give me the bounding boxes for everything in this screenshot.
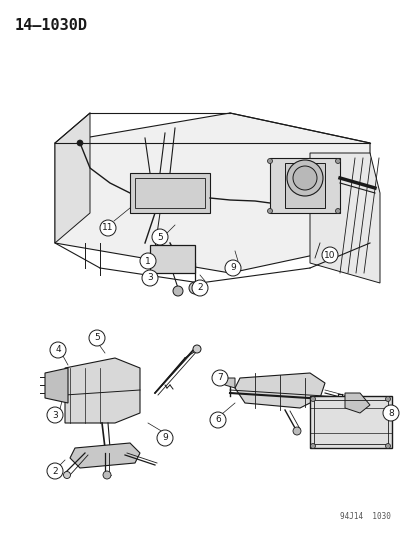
Circle shape [385,397,389,401]
Circle shape [382,405,398,421]
Circle shape [211,370,228,386]
Text: 9: 9 [230,263,235,272]
Polygon shape [221,378,235,388]
Bar [309,396,391,448]
Bar [150,245,195,273]
Text: 5: 5 [94,334,100,343]
Text: 4: 4 [55,345,61,354]
Circle shape [157,430,173,446]
Polygon shape [344,393,369,413]
Circle shape [192,345,201,353]
Circle shape [100,220,116,236]
Circle shape [192,280,207,296]
Circle shape [47,463,63,479]
Text: 2: 2 [197,284,202,293]
Polygon shape [45,368,68,403]
Circle shape [173,286,183,296]
Text: 11: 11 [102,223,114,232]
Circle shape [47,407,63,423]
Polygon shape [70,443,140,468]
Text: 9: 9 [162,433,167,442]
Circle shape [63,472,70,479]
Circle shape [142,270,158,286]
Circle shape [267,208,272,214]
Polygon shape [309,153,379,283]
Circle shape [89,330,105,346]
Bar [313,400,387,444]
Polygon shape [235,373,324,408]
Circle shape [267,158,272,164]
Circle shape [385,443,389,448]
Circle shape [152,229,168,245]
Circle shape [224,260,240,276]
Bar [269,158,339,213]
Circle shape [310,443,315,448]
Circle shape [209,412,225,428]
Bar [284,163,324,208]
Text: 10: 10 [323,251,335,260]
Circle shape [310,397,315,401]
Circle shape [292,166,316,190]
Text: 5: 5 [157,232,162,241]
Text: 8: 8 [387,408,393,417]
Circle shape [321,247,337,263]
Text: 94J14  1030: 94J14 1030 [339,512,390,521]
Circle shape [286,160,322,196]
Circle shape [50,342,66,358]
Polygon shape [55,113,369,273]
Bar [130,173,209,213]
Circle shape [292,427,300,435]
Text: 6: 6 [215,416,221,424]
Circle shape [140,253,156,269]
Circle shape [77,140,83,146]
Bar [135,178,204,208]
Text: 3: 3 [52,410,58,419]
Text: 1: 1 [145,256,150,265]
Circle shape [335,208,339,214]
Text: 7: 7 [216,374,222,383]
Circle shape [103,471,111,479]
Circle shape [335,158,339,164]
Polygon shape [55,113,90,243]
Polygon shape [65,358,140,423]
Text: 14–1030D: 14–1030D [15,18,88,33]
Circle shape [189,282,201,294]
Text: 2: 2 [52,466,58,475]
Text: 3: 3 [147,273,152,282]
